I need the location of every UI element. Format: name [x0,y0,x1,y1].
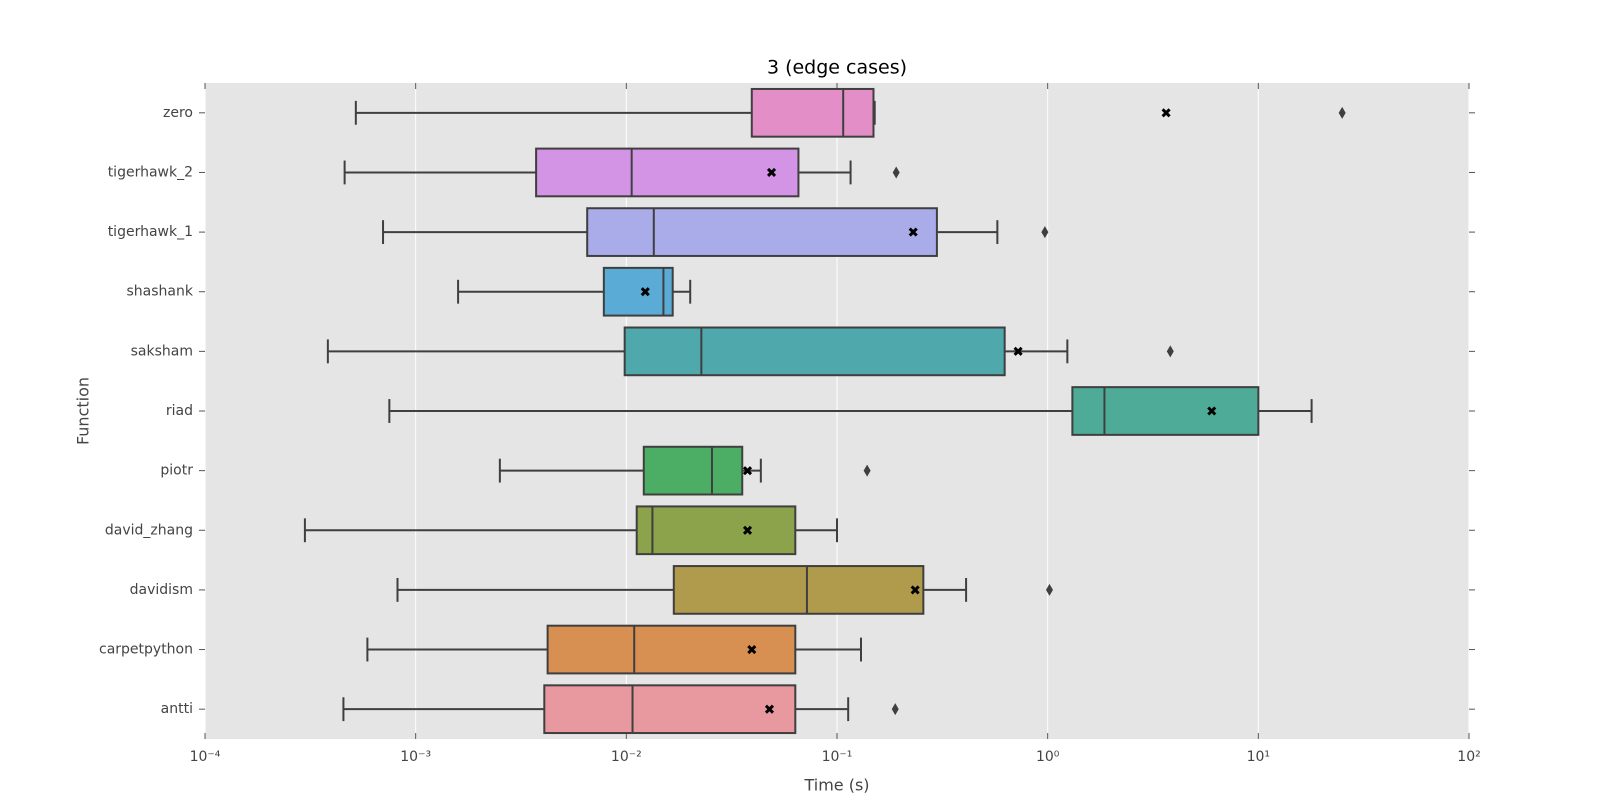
x-tick-label: 10⁻³ [400,749,431,765]
y-tick-label: antti [161,701,193,717]
box [535,147,800,198]
mean-marker [1161,108,1171,118]
mean-marker [766,167,777,178]
y-tick-label: piotr [160,463,193,479]
outlier [1045,583,1053,596]
mean-marker [1207,406,1217,416]
y-tick-label: carpetpython [99,642,193,658]
box [586,207,938,257]
outlier [863,464,871,477]
mean-marker [908,227,918,237]
box [1071,386,1260,436]
outlier [1166,345,1174,358]
mean-marker [910,585,920,595]
mean-marker [764,704,775,714]
y-tick-label: tigerhawk_2 [108,164,193,180]
mean-marker [640,287,650,297]
mean-marker [742,466,753,476]
box [543,684,797,735]
box [635,505,797,556]
y-tick-label: zero [163,105,193,121]
x-tick-label: 10⁻¹ [822,749,853,765]
box [642,445,744,496]
y-tick-label: davidism [130,582,193,598]
y-tick-label: tigerhawk_1 [108,224,193,240]
mean-marker [742,525,753,535]
y-tick-label: riad [166,403,193,419]
box [672,565,925,615]
y-axis-label: Function [74,377,93,445]
box [750,87,875,138]
x-axis-label: Time (s) [803,776,869,795]
outlier [1338,106,1346,119]
x-tick-label: 10⁻⁴ [190,749,221,765]
mean-marker [747,644,757,655]
box [546,624,797,675]
x-tick-label: 10¹ [1247,749,1270,765]
y-tick-label: shashank [127,284,194,300]
mean-marker [1013,346,1023,356]
y-tick-label: saksham [131,343,193,359]
chart-title: 3 (edge cases) [767,57,907,79]
x-tick-label: 10⁰ [1036,749,1060,765]
outlier [892,166,900,179]
x-tick-label: 10⁻² [611,749,642,765]
x-tick-label: 10² [1457,749,1480,765]
box [602,266,674,317]
outlier [1041,226,1049,239]
outlier [891,703,899,716]
y-tick-label: david_zhang [105,522,193,538]
box [623,326,1006,377]
